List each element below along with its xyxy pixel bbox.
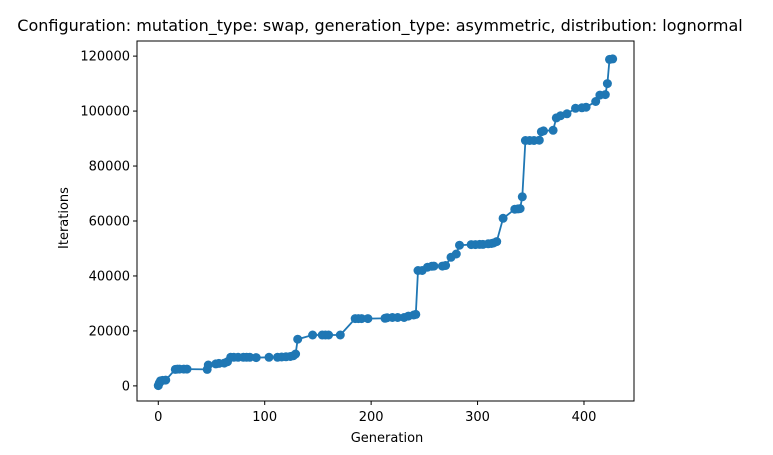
y-tick-label: 120000	[80, 50, 130, 65]
data-point	[455, 240, 464, 250]
data-point	[548, 125, 558, 135]
data-point	[602, 79, 612, 89]
y-tick-label: 100000	[80, 105, 130, 120]
y-tick-label: 0	[122, 379, 130, 394]
data-point	[245, 352, 255, 362]
data-point	[291, 349, 301, 359]
data-points	[153, 54, 618, 391]
data-point	[515, 204, 525, 214]
data-point	[161, 375, 171, 385]
y-tick-label: 40000	[89, 269, 130, 284]
y-tick-label: 80000	[89, 160, 130, 175]
data-point	[600, 90, 610, 100]
axes-frame	[136, 40, 635, 402]
chart-title: Configuration: mutation_type: swap, gene…	[17, 16, 742, 36]
data-point	[411, 309, 421, 319]
data-point	[539, 126, 548, 136]
data-point	[591, 97, 601, 106]
data-point	[324, 330, 334, 340]
x-tick-label: 200	[359, 410, 384, 425]
data-point	[335, 330, 345, 340]
y-tick-label: 60000	[89, 215, 130, 230]
data-point	[441, 261, 451, 270]
data-point	[203, 360, 213, 370]
data-point	[308, 330, 318, 340]
data-point	[393, 313, 403, 322]
data-point	[429, 261, 439, 271]
data-point	[571, 103, 580, 113]
data-point	[182, 364, 192, 374]
data-point	[498, 213, 508, 223]
x-tick-label: 0	[154, 410, 162, 425]
y-axis: 0 20000 40000 60000 80000 100000 120000	[80, 50, 137, 394]
data-point	[492, 237, 502, 247]
x-axis: 0 100 200 300 400	[154, 401, 596, 425]
data-point	[451, 249, 461, 259]
y-axis-label: Iterations	[57, 187, 72, 249]
data-point	[251, 353, 261, 363]
series-line	[157, 58, 613, 386]
x-tick-label: 400	[572, 410, 597, 425]
data-point	[357, 314, 367, 324]
plot-area: 0 100 200 300 400 0 20000 40000 60000 80000 10000…	[80, 40, 635, 425]
data-point	[581, 102, 591, 112]
data-point	[517, 192, 527, 202]
data-point	[608, 54, 618, 64]
x-axis-label: Generation	[351, 431, 424, 446]
data-point	[293, 334, 303, 344]
x-tick-label: 100	[252, 410, 277, 425]
data-point	[264, 352, 274, 362]
data-point	[534, 135, 544, 145]
x-tick-label: 300	[465, 410, 490, 425]
data-point	[363, 314, 373, 324]
y-tick-label: 20000	[89, 324, 130, 339]
data-point	[562, 109, 572, 119]
